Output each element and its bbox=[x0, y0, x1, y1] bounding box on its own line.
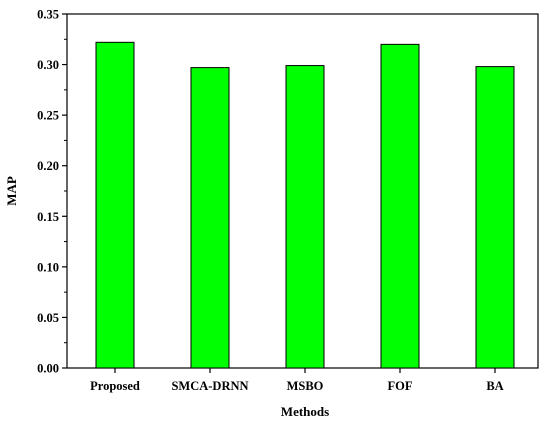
y-axis-ticks: 0.00 0.05 0.10 0.15 0.20 0.25 0.30 0.35 bbox=[37, 8, 67, 376]
y-axis-title: MAP bbox=[4, 176, 19, 206]
y-tick-label: 0.20 bbox=[37, 159, 59, 173]
x-tick-label: MSBO bbox=[287, 379, 324, 393]
bar-msbo bbox=[285, 65, 325, 369]
y-tick-label: 0.10 bbox=[37, 260, 59, 274]
bar-proposed bbox=[95, 41, 135, 369]
bars-group bbox=[95, 41, 515, 369]
bar-smca-drnn bbox=[190, 67, 230, 369]
x-axis-ticks: Proposed SMCA-DRNN MSBO FOF BA bbox=[90, 368, 504, 393]
x-tick-label: FOF bbox=[388, 379, 413, 393]
x-tick-label: SMCA-DRNN bbox=[171, 379, 248, 393]
bar-ba bbox=[475, 66, 515, 369]
y-tick-label: 0.15 bbox=[37, 210, 59, 224]
y-tick-label: 0.30 bbox=[37, 58, 59, 72]
y-tick-label: 0.05 bbox=[37, 311, 59, 325]
y-tick-label: 0.00 bbox=[37, 362, 59, 376]
bar-fof bbox=[380, 43, 420, 369]
x-tick-label: Proposed bbox=[90, 379, 140, 393]
y-tick-label: 0.35 bbox=[37, 8, 59, 22]
y-tick-label: 0.25 bbox=[37, 109, 59, 123]
x-axis-title: Methods bbox=[281, 404, 329, 419]
x-tick-label: BA bbox=[486, 379, 503, 393]
